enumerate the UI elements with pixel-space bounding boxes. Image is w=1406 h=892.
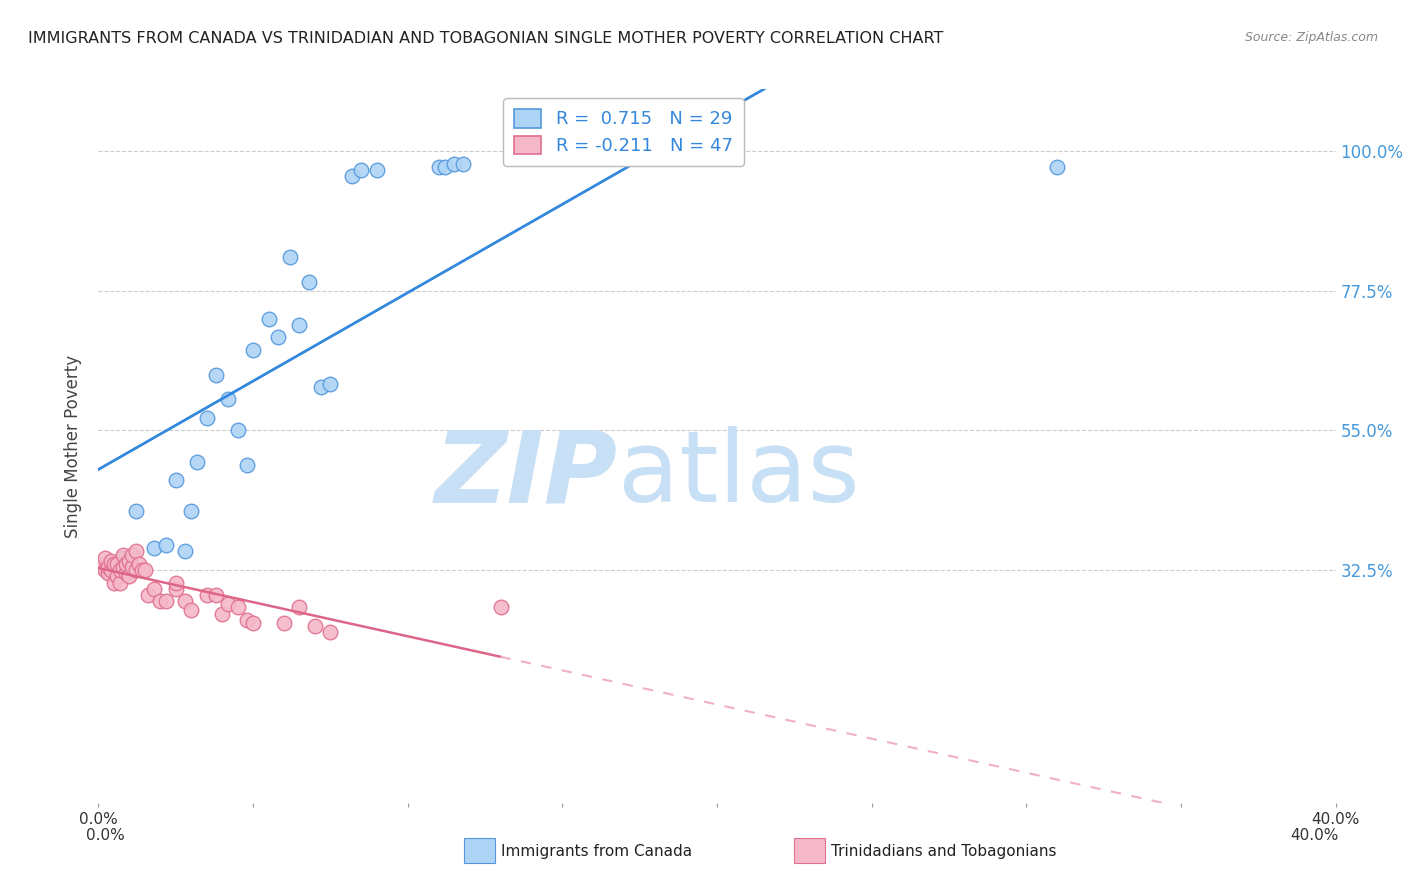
Point: [273, 615, 295, 630]
Point: [278, 250, 301, 264]
Text: Immigrants from Canada: Immigrants from Canada: [501, 845, 692, 859]
Point: [427, 160, 450, 174]
Point: [100, 554, 122, 568]
Point: [226, 600, 249, 615]
Legend: R =  0.715   N = 29, R = -0.211   N = 47: R = 0.715 N = 29, R = -0.211 N = 47: [503, 98, 744, 166]
Point: [366, 162, 388, 177]
Point: [136, 588, 159, 602]
Text: 0.0%: 0.0%: [86, 828, 125, 843]
Point: [143, 582, 166, 596]
Point: [108, 563, 131, 577]
Point: [124, 504, 146, 518]
Point: [115, 566, 138, 581]
Point: [319, 625, 342, 640]
Point: [112, 560, 135, 574]
Point: [121, 560, 143, 574]
Point: [217, 597, 239, 611]
Point: [236, 613, 259, 627]
Point: [108, 575, 131, 590]
Point: [288, 318, 311, 332]
Point: [211, 607, 233, 621]
Point: [195, 411, 218, 425]
Point: [217, 392, 239, 407]
Point: [443, 156, 465, 170]
Point: [288, 600, 311, 615]
Point: [350, 162, 373, 177]
Text: atlas: atlas: [619, 426, 859, 523]
Point: [93, 563, 115, 577]
Point: [267, 330, 290, 344]
Point: [304, 619, 326, 633]
Point: [174, 544, 197, 558]
Point: [97, 560, 120, 574]
Point: [128, 557, 150, 571]
Point: [105, 569, 128, 583]
Point: [257, 311, 280, 326]
Point: [205, 588, 228, 602]
Point: [103, 575, 125, 590]
Point: [103, 557, 125, 571]
Point: [165, 575, 187, 590]
Point: [100, 563, 122, 577]
Text: 40.0%: 40.0%: [1291, 828, 1339, 843]
Point: [87, 557, 110, 571]
Point: [319, 376, 342, 391]
Point: [165, 473, 187, 487]
Point: [155, 594, 177, 608]
Point: [112, 550, 135, 565]
Point: [155, 538, 177, 552]
Point: [131, 563, 153, 577]
Point: [340, 169, 363, 183]
Point: [433, 160, 456, 174]
Point: [118, 554, 141, 568]
Point: [105, 557, 128, 571]
Point: [242, 343, 264, 357]
Point: [121, 548, 143, 562]
Point: [97, 566, 120, 581]
Point: [118, 569, 141, 583]
Point: [143, 541, 166, 556]
Point: [115, 557, 138, 571]
Point: [134, 563, 156, 577]
Point: [186, 454, 208, 468]
Point: [112, 548, 135, 562]
Point: [195, 588, 218, 602]
Point: [242, 615, 264, 630]
Point: [149, 594, 172, 608]
Point: [93, 550, 115, 565]
Point: [1046, 160, 1069, 174]
Point: [90, 560, 112, 574]
Point: [298, 275, 321, 289]
Text: ZIP: ZIP: [434, 426, 619, 523]
Point: [174, 594, 197, 608]
Text: Source: ZipAtlas.com: Source: ZipAtlas.com: [1244, 31, 1378, 45]
Point: [124, 544, 146, 558]
Point: [453, 156, 475, 170]
Point: [180, 504, 202, 518]
Text: IMMIGRANTS FROM CANADA VS TRINIDADIAN AND TOBAGONIAN SINGLE MOTHER POVERTY CORRE: IMMIGRANTS FROM CANADA VS TRINIDADIAN AN…: [28, 31, 943, 46]
Point: [124, 563, 146, 577]
Point: [309, 380, 332, 394]
Point: [165, 582, 187, 596]
Text: Trinidadians and Tobagonians: Trinidadians and Tobagonians: [831, 845, 1056, 859]
Point: [236, 458, 259, 472]
Y-axis label: Single Mother Poverty: Single Mother Poverty: [65, 354, 83, 538]
Point: [489, 600, 512, 615]
Point: [226, 424, 249, 438]
Point: [180, 603, 202, 617]
Point: [205, 368, 228, 382]
